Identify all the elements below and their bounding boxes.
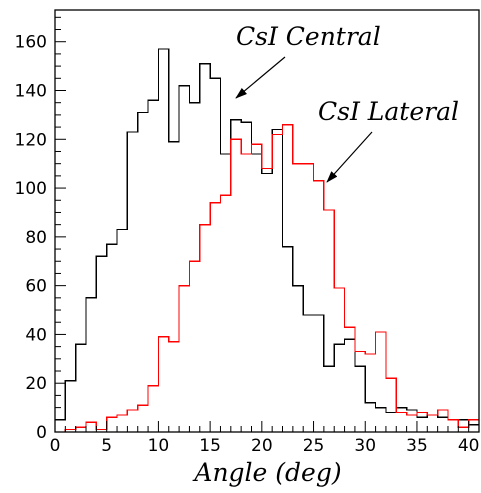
ticks-layer: 0 5 10 15 20 25 30 35 40 0 20 40 60 80 100 120 140 160 <box>15 16 480 456</box>
x-tick-label: 30 <box>354 436 376 456</box>
annotation-csi-lateral: CsI Lateral <box>318 97 459 126</box>
y-tick-label: 140 <box>15 81 47 101</box>
plot-frame <box>54 9 480 433</box>
y-tick-label: 40 <box>25 325 47 345</box>
y-tick-label: 80 <box>25 228 47 248</box>
x-tick-label: 35 <box>406 436 428 456</box>
y-tick-label: 160 <box>15 33 47 53</box>
annotation-arrow-csi-lateral <box>326 131 373 183</box>
annotation-layer: CsI Central CsI Lateral <box>235 22 459 183</box>
x-tick-label: 15 <box>199 436 221 456</box>
annotation-csi-central: CsI Central <box>236 22 381 51</box>
y-tick-label: 100 <box>15 179 47 199</box>
plot-background <box>55 10 479 432</box>
x-tick-label: 0 <box>50 436 61 456</box>
x-tick-label: 5 <box>101 436 112 456</box>
x-tick-label: 20 <box>251 436 273 456</box>
x-tick-label: 40 <box>458 436 480 456</box>
series-line-csi-lateral <box>55 123 479 433</box>
annotation-arrow-csi-central <box>235 56 286 99</box>
x-tick-label: 10 <box>148 436 170 456</box>
x-tick-label: 25 <box>303 436 325 456</box>
y-tick-label: 0 <box>36 423 47 443</box>
x-axis-title: Angle (deg) <box>192 458 341 487</box>
plot-area <box>55 10 479 432</box>
y-tick-label: 20 <box>25 374 47 394</box>
series-layer <box>55 48 479 433</box>
y-tick-label: 60 <box>25 277 47 297</box>
axes-layer <box>54 9 480 433</box>
y-tick-label: 120 <box>15 130 47 150</box>
